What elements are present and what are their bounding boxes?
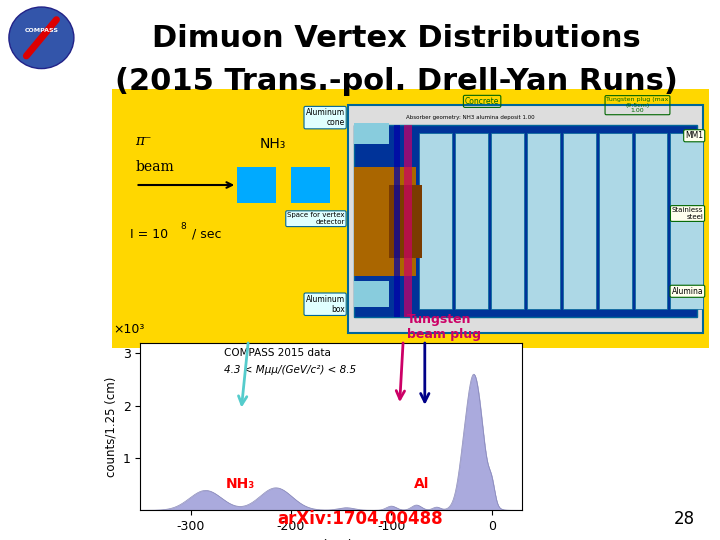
Text: Tungsten plug (max
(9.5cm)
1.00: Tungsten plug (max (9.5cm) 1.00 [606,97,669,113]
Bar [354,123,390,144]
Text: Space for vertex
detector: Space for vertex detector [287,212,345,225]
X-axis label: z (cm): z (cm) [310,538,353,540]
Text: Aluminum
cone: Aluminum cone [305,108,345,127]
Bar [598,133,631,309]
Ellipse shape [9,7,74,69]
Text: beam: beam [135,160,174,174]
Bar [527,133,560,309]
Bar [405,125,412,317]
Bar [670,133,703,309]
Bar [291,167,330,203]
Y-axis label: counts/1.25 (cm): counts/1.25 (cm) [104,376,117,477]
Text: NH₃: NH₃ [226,477,256,491]
Bar [395,125,400,317]
Text: MM1: MM1 [685,131,703,140]
Text: NH₃: NH₃ [260,137,286,151]
Text: Tungsten
beam plug: Tungsten beam plug [407,313,481,341]
Bar [354,167,416,276]
Text: Stainless
steel: Stainless steel [672,207,703,220]
Text: Dimuon Vertex Distributions: Dimuon Vertex Distributions [152,24,640,53]
Text: (2015 Trans.-pol. Drell-Yan Runs): (2015 Trans.-pol. Drell-Yan Runs) [114,68,678,97]
Text: Absorber geometry: NH3 alumina deposit 1.00: Absorber geometry: NH3 alumina deposit 1… [406,115,534,120]
Text: arXiv:1704.00488: arXiv:1704.00488 [277,510,443,528]
Text: Concrete: Concrete [465,97,499,106]
Text: Aluminum
box: Aluminum box [305,294,345,314]
Bar [563,133,595,309]
Text: 4.3 < Mμμ/(GeV/c²) < 8.5: 4.3 < Mμμ/(GeV/c²) < 8.5 [225,364,356,375]
Text: I = 10: I = 10 [130,228,168,241]
Bar [354,281,390,307]
Text: / sec: / sec [192,228,222,241]
Bar [491,133,524,309]
Bar [419,133,452,309]
Bar [237,167,276,203]
Text: π⁻: π⁻ [135,134,152,148]
Bar [455,133,488,309]
Text: 8: 8 [180,222,186,231]
Bar [390,185,423,258]
Bar [634,133,667,309]
Text: COMPASS 2015 data: COMPASS 2015 data [225,348,331,358]
Text: 28: 28 [674,510,695,528]
Text: Al: Al [414,477,429,491]
Text: COMPASS: COMPASS [24,28,58,32]
Bar [354,125,697,317]
Bar [348,105,703,333]
Text: Alumina: Alumina [672,287,703,296]
Text: ×10³: ×10³ [114,323,145,336]
